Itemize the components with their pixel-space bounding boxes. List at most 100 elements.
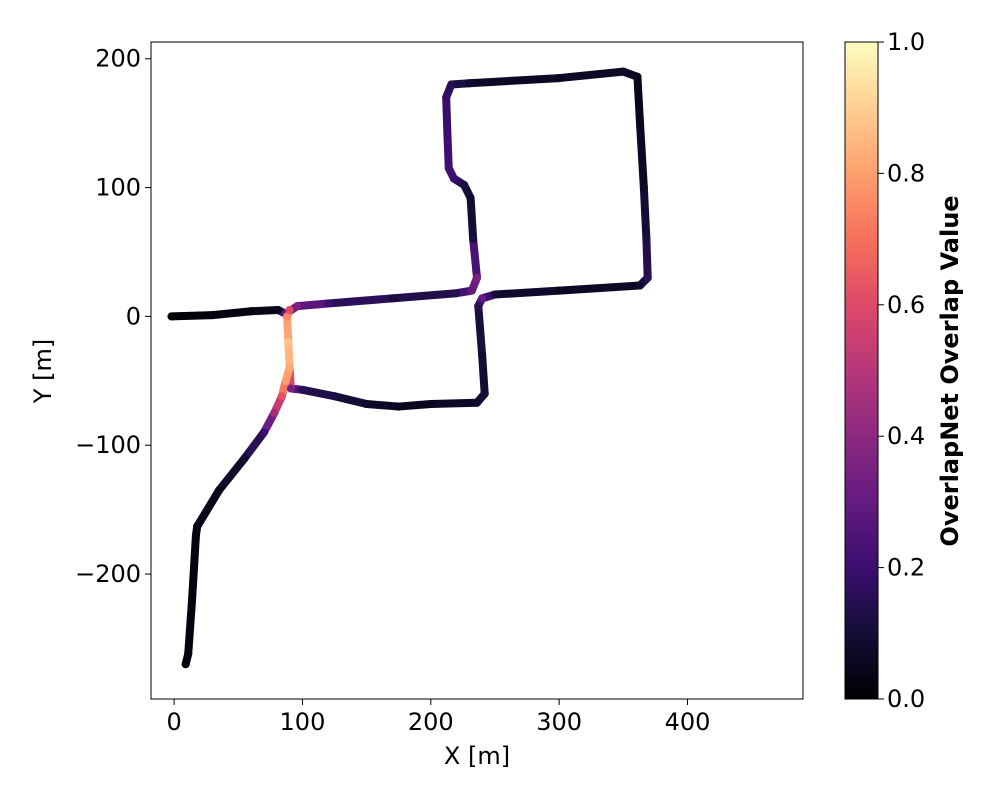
trajectory-point bbox=[478, 294, 487, 303]
trajectory-segment bbox=[639, 183, 651, 244]
trajectory-point bbox=[285, 305, 294, 314]
trajectory-segment bbox=[193, 486, 224, 531]
y-axis-title: Y [m] bbox=[29, 339, 57, 404]
trajectory-point bbox=[473, 398, 481, 407]
trajectory-segment bbox=[636, 119, 648, 192]
trajectory-segment bbox=[284, 338, 294, 372]
y-tick-label: 0 bbox=[126, 302, 141, 330]
colorbar-tick-label: 0.2 bbox=[887, 554, 925, 582]
x-tick-label: 300 bbox=[536, 708, 582, 736]
trajectory-point bbox=[473, 273, 481, 282]
trajectory-point bbox=[293, 302, 302, 311]
trajectory-point bbox=[466, 193, 475, 202]
trajectory-point bbox=[639, 183, 648, 192]
y-tick-label: 100 bbox=[95, 174, 141, 202]
trajectory-segment bbox=[215, 454, 249, 495]
trajectory-point bbox=[394, 402, 403, 411]
trajectory bbox=[167, 67, 652, 669]
trajectory-point bbox=[277, 392, 286, 401]
trajectory-segment bbox=[633, 72, 644, 128]
trajectory-segment bbox=[442, 93, 452, 141]
trajectory-point bbox=[426, 399, 435, 408]
trajectory-point bbox=[460, 180, 469, 189]
trajectory-point bbox=[443, 132, 452, 141]
y-tick-label: −200 bbox=[75, 560, 141, 588]
colorbar-tick-label: 0.8 bbox=[887, 159, 925, 187]
trajectory-point bbox=[362, 399, 371, 408]
trajectory-segment bbox=[642, 235, 652, 282]
trajectory-point bbox=[324, 299, 333, 308]
trajectory-segment bbox=[469, 235, 481, 282]
trajectory-segment bbox=[247, 305, 283, 316]
trajectory-point bbox=[215, 486, 224, 495]
trajectory-point bbox=[240, 454, 249, 463]
y-tick-label: −100 bbox=[75, 431, 141, 459]
x-axis-title: X [m] bbox=[444, 742, 510, 770]
trajectory-segment bbox=[283, 312, 293, 347]
trajectory-point bbox=[181, 660, 190, 669]
trajectory-segment bbox=[188, 531, 200, 604]
colorbar-tick-label: 0.6 bbox=[887, 291, 925, 319]
trajectory-point bbox=[555, 74, 564, 83]
x-tick-label: 200 bbox=[408, 708, 454, 736]
trajectory-point bbox=[465, 79, 474, 88]
trajectory-point bbox=[284, 338, 293, 347]
trajectory-segment bbox=[330, 392, 371, 408]
trajectory-point bbox=[208, 311, 217, 320]
trajectory-point bbox=[474, 302, 483, 311]
trajectory-segment bbox=[490, 286, 564, 299]
y-tick-label: 200 bbox=[95, 45, 141, 73]
trajectory-point bbox=[444, 164, 453, 173]
trajectory-point bbox=[283, 312, 292, 321]
trajectory-point bbox=[449, 174, 458, 183]
trajectory-segment bbox=[478, 351, 489, 398]
trajectory-point bbox=[447, 80, 456, 89]
trajectory-segment bbox=[555, 281, 644, 295]
trajectory-segment bbox=[388, 289, 461, 303]
trajectory-segment bbox=[426, 398, 481, 408]
trajectory-point bbox=[555, 286, 564, 295]
trajectory-segment bbox=[208, 307, 256, 320]
trajectory-point bbox=[285, 363, 294, 372]
trajectory-point bbox=[193, 522, 202, 531]
colorbar-tick-label: 1.0 bbox=[887, 28, 925, 56]
trajectory-point bbox=[274, 305, 283, 314]
colorbar bbox=[844, 41, 879, 700]
trajectory-point bbox=[191, 531, 200, 540]
trajectory-point bbox=[188, 595, 197, 604]
trajectory-segment bbox=[184, 595, 197, 658]
trajectory-segment bbox=[443, 132, 453, 173]
x-tick-label: 100 bbox=[280, 708, 326, 736]
trajectory-segment bbox=[466, 193, 478, 244]
colorbar-tick-label: 0.0 bbox=[887, 685, 925, 713]
trajectory-segment bbox=[474, 302, 487, 360]
trajectory-point bbox=[330, 392, 339, 401]
trajectory-segment bbox=[394, 399, 435, 411]
trajectory-point bbox=[298, 385, 307, 394]
trajectory-segment bbox=[555, 67, 628, 83]
trajectory-point bbox=[633, 72, 642, 81]
x-tick-label: 0 bbox=[166, 708, 181, 736]
colorbar-title: OverlapNet Overlap Value bbox=[936, 195, 964, 546]
trajectory-segment bbox=[298, 385, 339, 401]
colorbar-axis: 0.0 0.2 0.4 0.6 0.8 1.0 bbox=[878, 28, 925, 713]
colorbar-tick-label: 0.4 bbox=[887, 422, 925, 450]
x-tick-label: 400 bbox=[665, 708, 711, 736]
trajectory-point bbox=[636, 281, 644, 290]
trajectory-point bbox=[490, 290, 499, 299]
trajectory-point bbox=[619, 67, 628, 76]
trajectory-segment bbox=[362, 399, 403, 411]
trajectory-point bbox=[643, 273, 652, 282]
trajectory-point bbox=[388, 294, 397, 303]
trajectory-segment bbox=[240, 428, 268, 463]
trajectory-segment bbox=[167, 311, 217, 321]
trajectory-point bbox=[467, 286, 476, 295]
trajectory-point bbox=[247, 307, 256, 316]
plot-frame bbox=[150, 41, 804, 700]
y-axis: −200 −100 0 100 200 bbox=[75, 45, 151, 588]
trajectory-point bbox=[286, 384, 295, 393]
trajectory-point bbox=[642, 235, 651, 244]
trajectory-point bbox=[281, 376, 290, 385]
trajectory-point bbox=[184, 649, 193, 658]
